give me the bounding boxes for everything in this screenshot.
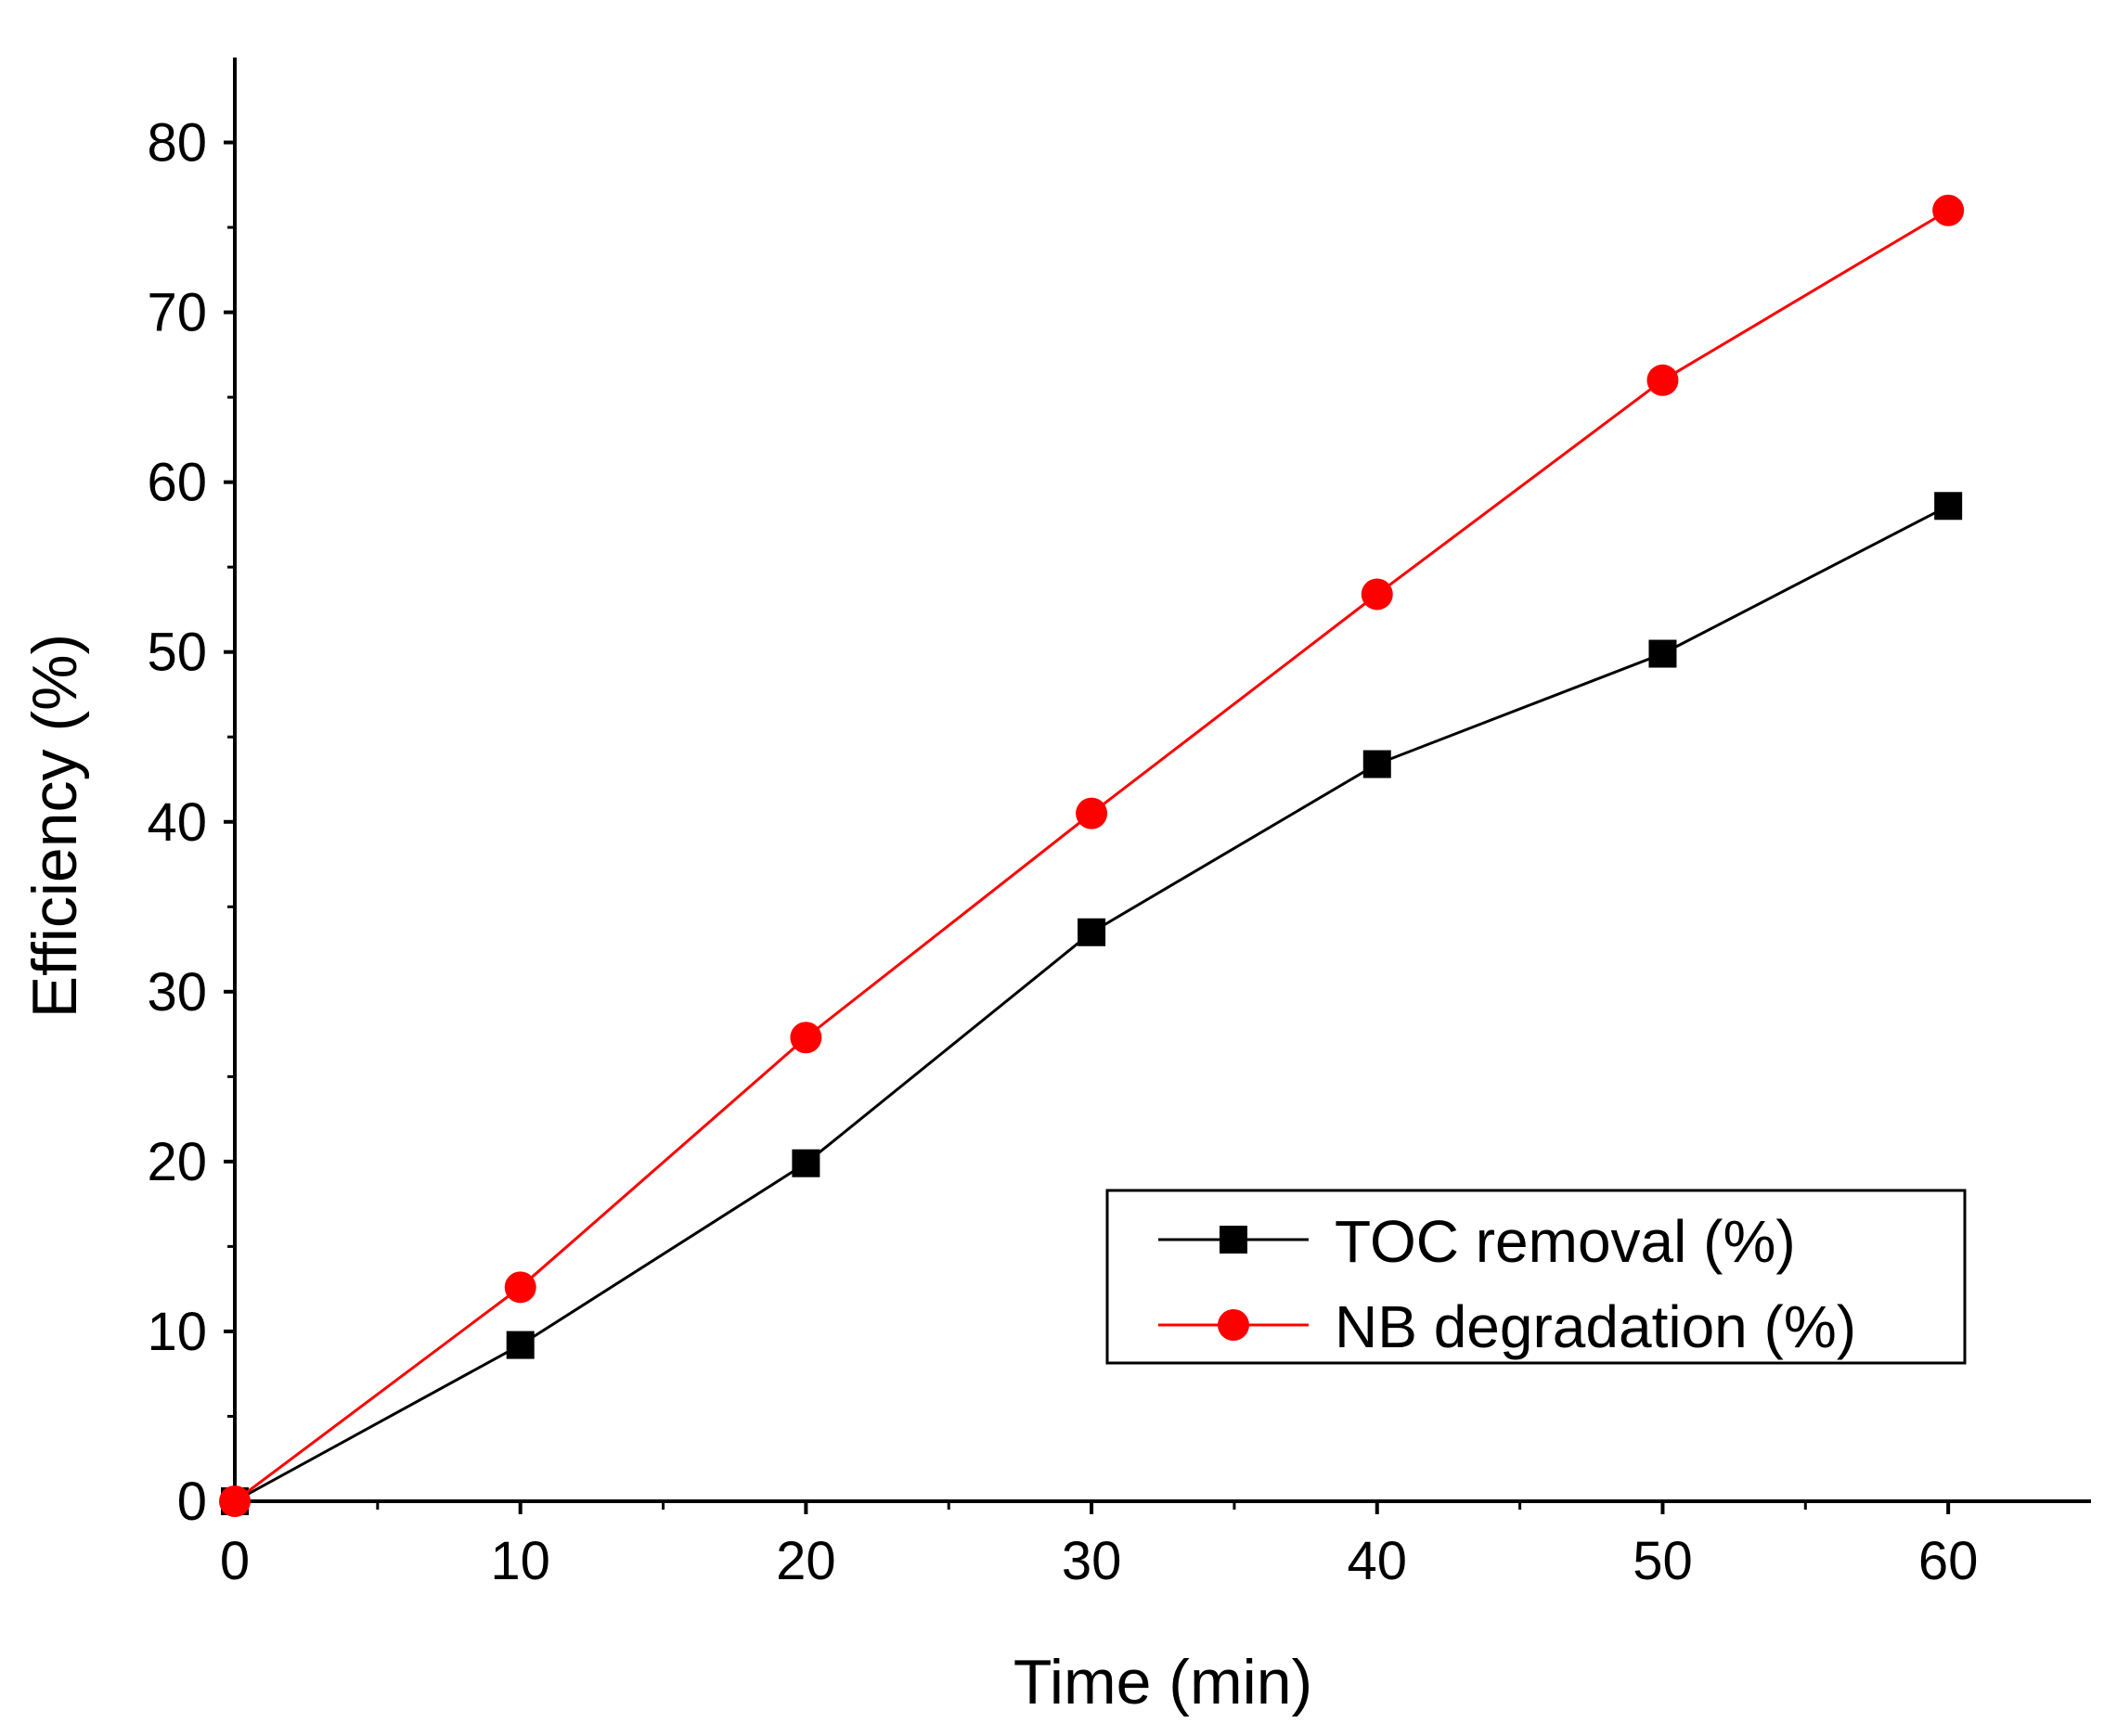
data-point-nb <box>1076 797 1108 829</box>
y-tick-label: 20 <box>147 1132 207 1192</box>
data-point-toc <box>792 1149 820 1177</box>
data-point-toc <box>1362 750 1391 778</box>
data-point-toc <box>506 1331 535 1359</box>
data-point-nb <box>1361 578 1393 611</box>
x-tick-label: 10 <box>490 1531 550 1591</box>
data-point-nb <box>504 1271 536 1304</box>
series <box>219 194 1965 1517</box>
legend-box <box>1105 1189 1967 1365</box>
y-tick-label: 60 <box>147 453 207 513</box>
data-point-nb <box>1646 364 1679 396</box>
y-ticks: 0 10 20 30 40 50 60 70 80 <box>147 113 235 1532</box>
y-tick-label: 0 <box>177 1472 207 1532</box>
y-tick-label: 40 <box>147 792 207 853</box>
x-tick-label: 20 <box>776 1531 836 1591</box>
y-tick-label: 50 <box>147 623 207 683</box>
axes <box>233 58 2091 1503</box>
y-tick-label: 10 <box>147 1302 207 1362</box>
data-point-toc <box>1934 492 1963 521</box>
legend-label-toc: TOC removal (%) <box>1335 1208 1796 1275</box>
x-tick-label: 40 <box>1348 1531 1408 1591</box>
data-point-nb <box>219 1485 251 1517</box>
y-tick-label: 30 <box>147 962 207 1022</box>
data-point-toc <box>1648 639 1677 668</box>
x-ticks: 0 10 20 30 40 50 60 <box>220 1501 1979 1591</box>
legend-label-nb: NB degradation (%) <box>1335 1293 1856 1360</box>
y-axis-title: Efficiency (%) <box>19 634 90 1018</box>
x-tick-label: 60 <box>1918 1531 1979 1591</box>
legend-marker-toc <box>1220 1226 1247 1254</box>
y-tick-label: 80 <box>147 113 207 174</box>
legend-marker-nb <box>1218 1309 1249 1341</box>
x-tick-label: 0 <box>220 1531 250 1591</box>
x-axis-title: Time (min) <box>1013 1647 1312 1717</box>
data-point-nb <box>1932 194 1965 226</box>
x-tick-label: 30 <box>1062 1531 1122 1591</box>
data-point-nb <box>790 1022 822 1054</box>
y-tick-label: 70 <box>147 283 207 343</box>
legend: TOC removal (%) NB degradation (%) <box>1105 1189 1967 1365</box>
x-tick-label: 50 <box>1633 1531 1693 1591</box>
data-point-toc <box>1078 918 1106 946</box>
